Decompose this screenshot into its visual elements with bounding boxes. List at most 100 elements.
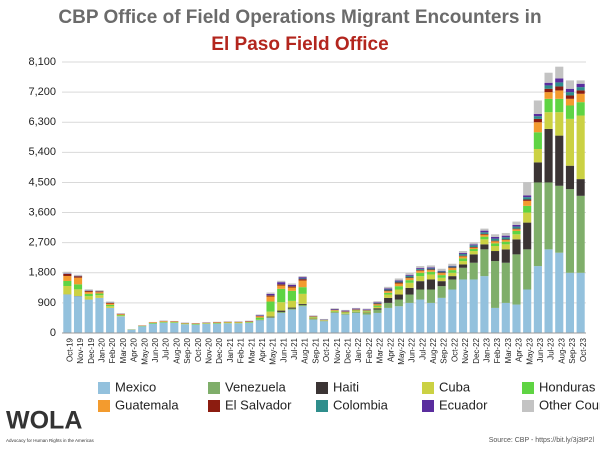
bar-segment: [576, 179, 585, 196]
bar-segment: [73, 289, 83, 297]
bar-segment: [202, 322, 211, 324]
legend-label: Cuba: [439, 379, 471, 394]
bar-segment: [437, 277, 446, 282]
x-tick-label: Mar-22: [376, 337, 385, 363]
bar-segment: [106, 301, 115, 303]
bar-segment: [426, 274, 436, 280]
bar-segment: [170, 322, 179, 333]
legend-label: Ecuador: [439, 397, 488, 412]
bar-segment: [116, 315, 125, 317]
bar-segment: [448, 266, 457, 268]
bar-segment: [523, 199, 532, 201]
bar-segment: [223, 322, 232, 324]
x-tick-label: Jun-20: [151, 337, 160, 362]
bar-segment: [416, 281, 425, 290]
bar-segment: [287, 300, 296, 308]
bar-segment: [533, 132, 542, 149]
bar-segment: [373, 302, 382, 303]
legend-swatch: [208, 382, 220, 394]
x-tick-label: Dec-22: [472, 337, 481, 363]
bar-segment: [287, 283, 296, 285]
bar-segment: [116, 313, 125, 314]
x-tick-label: Feb-23: [493, 337, 502, 363]
bar-segment: [298, 293, 307, 304]
bar-segment: [533, 148, 542, 163]
bar-segment: [394, 278, 403, 281]
bar-segment: [405, 274, 414, 276]
bar-segment: [416, 266, 425, 269]
bar-segment: [373, 308, 382, 310]
bar-segment: [458, 261, 468, 265]
legend-swatch: [98, 382, 110, 394]
x-tick-label: Sep-20: [183, 337, 192, 363]
bar-segment: [341, 309, 350, 311]
bar-segment: [84, 299, 93, 333]
bar-segment: [405, 302, 414, 333]
bar-segment: [180, 324, 190, 333]
bar-segment: [426, 279, 436, 290]
x-tick-label: Oct-20: [194, 337, 203, 362]
x-tick-label: Sep-21: [311, 337, 320, 363]
bar-segment: [523, 195, 532, 198]
bar-segment: [405, 280, 414, 283]
bar-segment: [287, 309, 296, 333]
bar-segment: [84, 293, 93, 297]
bar-segment: [512, 230, 521, 235]
bar-segment: [394, 306, 403, 333]
bar-segment: [352, 311, 361, 313]
bar-segment: [159, 321, 168, 322]
bar-segment: [480, 234, 489, 237]
x-tick-label: Oct-21: [322, 337, 331, 362]
bar-segment: [544, 249, 553, 333]
bar-segment: [565, 92, 575, 96]
legend-label: Guatemala: [115, 397, 179, 412]
x-tick-label: Jul-21: [290, 337, 299, 359]
legend-swatch: [422, 400, 434, 412]
bar-segment: [576, 195, 585, 273]
bar-segment: [458, 254, 468, 256]
bar-segment: [84, 290, 93, 292]
bar-segment: [555, 135, 564, 186]
bar-segment: [127, 329, 136, 333]
bar-segment: [384, 286, 393, 289]
bar-segment: [255, 317, 264, 320]
bar-segment: [373, 301, 382, 303]
legend-swatch: [522, 382, 534, 394]
bar-segment: [544, 92, 553, 99]
bar-segment: [309, 318, 318, 320]
bar-segment: [384, 291, 393, 293]
bar-segment: [73, 274, 83, 276]
bar-segment: [416, 270, 425, 273]
bar-segment: [73, 284, 83, 290]
bar-segment: [448, 270, 457, 273]
bar-segment: [437, 270, 446, 272]
bar-segment: [277, 288, 286, 303]
legend-swatch: [422, 382, 434, 394]
bar-segment: [501, 262, 510, 303]
x-tick-label: May-22: [397, 337, 406, 364]
bar-segment: [469, 279, 478, 333]
bar-segment: [416, 272, 425, 277]
bar-segment: [212, 322, 222, 323]
bar-segment: [448, 272, 457, 277]
y-tick-label: 1,800: [28, 267, 56, 279]
bar-segment: [394, 282, 403, 284]
bar-segment: [394, 280, 403, 282]
bar-segment: [544, 72, 553, 83]
x-tick-label: Apr-21: [258, 337, 267, 362]
bar-segment: [405, 273, 414, 275]
bar-segment: [491, 234, 500, 237]
bar-segment: [426, 269, 436, 271]
bar-segment: [116, 314, 125, 316]
bar-segment: [148, 322, 157, 324]
bar-segment: [405, 275, 414, 278]
bar-segment: [223, 321, 232, 323]
bar-segment: [437, 286, 446, 298]
bar-segment: [373, 305, 382, 307]
x-tick-label: Dec-19: [87, 337, 96, 363]
bar-segment: [287, 308, 296, 310]
bar-segment: [544, 112, 553, 129]
bar-segment: [255, 315, 264, 316]
bar-segment: [277, 310, 286, 312]
bar-segment: [277, 312, 286, 333]
